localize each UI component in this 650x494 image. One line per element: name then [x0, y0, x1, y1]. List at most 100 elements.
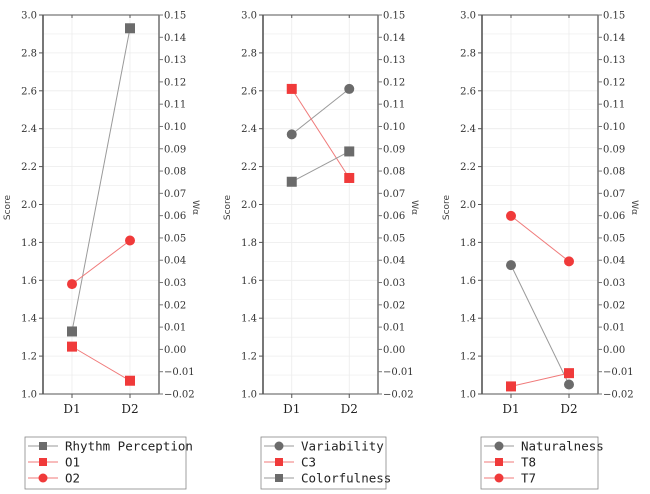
legend-label: T8: [521, 455, 536, 470]
y-tick-label-left: 2.4: [21, 124, 37, 135]
x-tick-label: D2: [560, 402, 577, 416]
y-tick-label-right: 0.04: [383, 256, 405, 267]
data-point: [286, 176, 297, 187]
y-tick-label-right: 0.10: [383, 122, 405, 133]
series-line: [510, 372, 570, 387]
legend-marker-circle: [274, 441, 284, 451]
series-o1: [67, 341, 135, 386]
y-tick-label-left: 1.8: [241, 238, 257, 249]
y-tick-label-right: 0.15: [164, 11, 186, 22]
y-tick-label-left: 2.4: [241, 124, 257, 135]
y-tick-label-left: 2.2: [241, 162, 257, 173]
legend-label: C3: [301, 455, 316, 470]
y-tick-label-right: −0.01: [383, 367, 414, 378]
data-point: [506, 260, 516, 271]
legend-marker-circle: [494, 441, 504, 451]
y-tick-label-right: 0.05: [164, 233, 186, 244]
y-tick-label-right: 0.06: [164, 211, 186, 222]
y-tick-label-right: 0.14: [383, 33, 405, 44]
y-tick-label-right: 0.07: [603, 189, 625, 200]
y-tick-label-right: 0.03: [603, 278, 625, 289]
legend-marker-circle: [494, 473, 504, 483]
y-tick-label-right: 0.13: [164, 55, 186, 66]
y-tick-label-right: 0.07: [383, 189, 405, 200]
y-tick-label-right: 0.01: [383, 323, 405, 334]
y-tick-label-left: 1.2: [21, 352, 37, 363]
series-line: [71, 240, 131, 285]
y-tick-label-right: 0.05: [603, 233, 625, 244]
y-tick-label-right: 0.00: [383, 345, 405, 356]
series-t7: [506, 210, 574, 267]
y-tick-label-right: 0.10: [164, 122, 186, 133]
series-variability: [286, 83, 355, 140]
y-tick-label-left: 2.6: [241, 86, 257, 97]
legend-marker-circle: [38, 473, 48, 483]
y-tick-label-left: 1.6: [460, 276, 476, 287]
y-tick-label-right: 0.13: [383, 55, 405, 66]
x-tick-label: D1: [283, 402, 300, 416]
y-tick-label-right: 0.11: [164, 100, 186, 111]
y-tick-label-left: 2.8: [460, 48, 476, 59]
x-tick-label: D2: [121, 402, 138, 416]
y-tick-label-left: 2.8: [241, 48, 257, 59]
chart-panel-2: 1.0 1.2 1.4 1.6 1.8 2.0 2.2 2.4 2.6 2.8 3.0 −0.02 −0…: [223, 11, 419, 490]
y-axis-title-left: Score: [3, 194, 13, 220]
y-tick-label-right: 0.12: [603, 77, 625, 88]
y-axis-title-left: Score: [223, 194, 233, 220]
y-tick-label-right: −0.01: [164, 367, 195, 378]
data-point: [344, 172, 355, 183]
y-tick-label-right: 0.02: [603, 300, 625, 311]
y-tick-label-left: 2.2: [21, 162, 37, 173]
y-tick-label-left: 1.8: [460, 238, 476, 249]
series-line: [510, 264, 570, 385]
y-tick-label-right: 0.09: [383, 144, 405, 155]
data-point: [344, 83, 355, 94]
series-line: [291, 88, 350, 135]
y-tick-label-right: 0.00: [164, 345, 186, 356]
y-tick-label-left: 2.6: [460, 86, 476, 97]
y-tick-label-right: 0.12: [164, 77, 186, 88]
y-axis-title-right: Wα: [409, 200, 419, 215]
data-point: [564, 379, 574, 390]
data-point: [67, 326, 77, 337]
series-t8: [506, 368, 574, 392]
y-tick-label-right: 0.04: [603, 256, 625, 267]
y-tick-label-right: 0.04: [164, 256, 186, 267]
y-tick-label-right: −0.01: [603, 367, 634, 378]
y-tick-label-right: −0.02: [603, 390, 634, 401]
data-point: [286, 83, 297, 94]
y-tick-label-right: 0.14: [164, 33, 186, 44]
y-tick-label-right: 0.06: [603, 211, 625, 222]
y-tick-label-left: 2.4: [460, 124, 476, 135]
legend-label: O2: [65, 471, 80, 486]
legend-label: Rhythm Perception: [65, 439, 193, 454]
y-tick-label-right: 0.03: [164, 278, 186, 289]
legend-marker-square: [39, 442, 47, 450]
y-tick-label-right: 0.11: [603, 100, 625, 111]
chart-panel-3: 1.0 1.2 1.4 1.6 1.8 2.0 2.2 2.4 2.6 2.8 3.0 −0.02 −0…: [442, 11, 639, 490]
y-tick-label-left: 1.6: [21, 276, 37, 287]
data-point: [564, 368, 574, 379]
data-point: [286, 129, 297, 140]
y-tick-label-right: 0.06: [383, 211, 405, 222]
y-tick-label-right: 0.10: [603, 122, 625, 133]
y-tick-label-left: 1.2: [241, 352, 257, 363]
y-tick-label-right: 0.15: [603, 11, 625, 22]
y-tick-label-right: 0.01: [603, 323, 625, 334]
y-tick-label-left: 1.4: [21, 314, 37, 325]
data-point: [344, 146, 355, 157]
data-point: [67, 279, 77, 290]
y-tick-label-right: −0.02: [164, 390, 195, 401]
y-tick-label-right: 0.12: [383, 77, 405, 88]
series-c3: [286, 83, 355, 183]
data-point: [506, 381, 516, 392]
legend-label: O1: [65, 455, 80, 470]
x-tick-label: D2: [341, 402, 358, 416]
series-colorfulness: [286, 146, 355, 187]
y-tick-label-left: 1.0: [241, 390, 257, 401]
series-line: [291, 88, 350, 179]
y-tick-label-right: 0.11: [383, 100, 405, 111]
